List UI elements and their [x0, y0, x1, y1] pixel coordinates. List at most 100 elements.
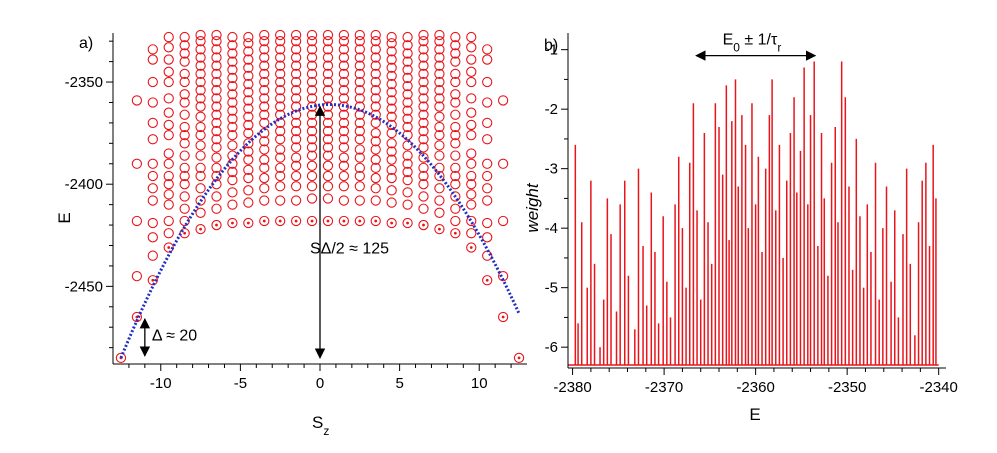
level-marker-23-11 — [482, 76, 493, 88]
level-marker-3-6 — [163, 170, 174, 182]
level-marker-13-19 — [322, 36, 334, 47]
level-marker-13-1 — [322, 193, 334, 204]
level-marker-14-18 — [338, 44, 350, 55]
level-marker-2-2 — [147, 232, 158, 243]
ground-state-point-10 — [278, 219, 282, 223]
panel-b-axes: -2380 -2370 -2360 -2350 -2340 -1 -2 -3 -4 -5 -6 — [545, 33, 958, 396]
level-marker-23-3 — [482, 217, 493, 229]
level-marker-2-13 — [147, 44, 158, 55]
level-marker-20-9 — [434, 121, 445, 133]
level-marker-20-7 — [434, 140, 445, 151]
level-marker-5-0 — [195, 223, 206, 235]
level-marker-17-11 — [386, 103, 397, 114]
level-marker-7-7 — [227, 140, 238, 151]
level-marker-22-8 — [466, 148, 477, 159]
level-marker-16-5 — [370, 154, 381, 165]
level-marker-8-6 — [243, 146, 254, 157]
panel-b-xtick-label--2350: -2350 — [828, 379, 866, 396]
level-marker-20-19 — [434, 36, 445, 47]
level-marker-1-3 — [131, 158, 143, 169]
level-marker-1-2 — [131, 215, 143, 227]
panel-b-ytick-label--3: -3 — [545, 161, 558, 178]
level-marker-6-15 — [211, 76, 222, 88]
level-marker-12-15 — [306, 68, 318, 80]
ground-state-point-23 — [485, 278, 489, 282]
level-marker-10-5 — [275, 152, 286, 163]
level-marker-17-7 — [386, 138, 397, 149]
level-marker-8-0 — [243, 217, 254, 229]
level-marker-18-14 — [402, 80, 413, 92]
level-marker-19-3 — [418, 179, 429, 190]
level-marker-3-2 — [163, 215, 174, 227]
level-marker-3-15 — [163, 54, 174, 65]
panel-b-xtick-label--2370: -2370 — [645, 379, 683, 396]
level-marker-9-18 — [259, 44, 270, 55]
level-marker-21-16 — [450, 56, 461, 67]
level-marker-6-11 — [211, 109, 222, 120]
level-marker-15-7 — [354, 134, 365, 145]
level-marker-6-8 — [211, 134, 222, 145]
level-marker-17-13 — [386, 87, 397, 98]
level-marker-6-16 — [211, 68, 222, 80]
level-marker-4-12 — [179, 97, 190, 108]
level-marker-20-14 — [434, 76, 445, 88]
level-marker-8-7 — [243, 138, 254, 149]
panel-b-xtick-label--2340: -2340 — [919, 379, 957, 396]
level-marker-12-16 — [306, 60, 318, 71]
level-marker-3-0 — [163, 242, 174, 253]
level-marker-22-2 — [466, 215, 477, 227]
level-marker-15-5 — [354, 152, 365, 163]
level-marker-24-2 — [497, 215, 509, 227]
level-marker-6-14 — [211, 85, 222, 96]
level-marker-21-10 — [450, 121, 461, 133]
level-marker-14-15 — [338, 68, 350, 80]
level-marker-8-18 — [243, 46, 254, 57]
level-marker-18-7 — [402, 140, 413, 151]
level-marker-6-21 — [211, 29, 222, 41]
level-marker-18-10 — [402, 113, 413, 124]
panel-a-xtick-label-10: 10 — [471, 375, 488, 392]
level-marker-19-21 — [418, 29, 429, 41]
level-marker-11-14 — [290, 76, 302, 88]
ground-state-point-15 — [358, 219, 362, 223]
level-marker-8-4 — [243, 164, 254, 176]
level-marker-12-12 — [306, 93, 318, 104]
level-marker-9-10 — [259, 109, 270, 120]
level-marker-23-10 — [482, 97, 493, 108]
level-marker-6-18 — [211, 52, 222, 63]
level-marker-6-2 — [211, 191, 222, 202]
level-marker-21-5 — [450, 170, 461, 182]
level-marker-22-13 — [466, 76, 477, 88]
level-marker-18-13 — [402, 89, 413, 100]
level-marker-15-1 — [354, 195, 365, 206]
level-marker-3-5 — [163, 179, 174, 190]
level-marker-11-6 — [290, 142, 302, 153]
level-marker-10-7 — [275, 134, 286, 145]
level-marker-17-4 — [386, 164, 397, 176]
level-marker-15-4 — [354, 162, 365, 174]
level-marker-2-11 — [147, 76, 158, 88]
ground-state-point-25 — [517, 356, 521, 360]
ground-state-point-12 — [310, 219, 314, 223]
level-marker-4-15 — [179, 68, 190, 80]
level-marker-11-18 — [290, 44, 302, 55]
ground-state-point-22 — [469, 246, 473, 249]
level-marker-17-5 — [386, 154, 397, 165]
level-marker-21-15 — [450, 68, 461, 80]
level-marker-20-3 — [434, 183, 445, 194]
level-marker-5-19 — [195, 36, 206, 47]
level-marker-10-2 — [275, 181, 286, 192]
panel-a-xtick-label--10: -10 — [150, 375, 172, 392]
level-marker-19-8 — [418, 134, 429, 145]
level-marker-9-1 — [259, 195, 270, 206]
ground-state-point-17 — [390, 221, 394, 225]
level-marker-19-16 — [418, 68, 429, 80]
level-marker-18-17 — [402, 56, 413, 67]
level-marker-11-0 — [290, 215, 302, 227]
ground-state-series — [119, 219, 521, 360]
level-marker-12-4 — [306, 160, 318, 171]
level-marker-16-17 — [370, 52, 381, 63]
level-marker-22-16 — [466, 42, 477, 53]
level-marker-14-13 — [338, 85, 350, 96]
level-marker-19-17 — [418, 60, 429, 71]
